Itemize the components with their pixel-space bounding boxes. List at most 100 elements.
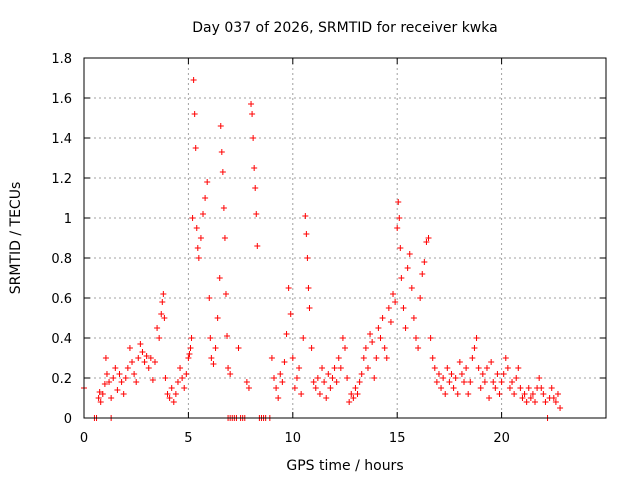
data-point [279, 379, 286, 385]
data-point [412, 335, 419, 341]
data-point [461, 379, 468, 385]
data-point [463, 365, 470, 371]
data-point [227, 371, 234, 377]
y-axis-label: SRMTID / TECUs [8, 182, 24, 295]
data-point [509, 379, 516, 385]
data-point [193, 225, 200, 231]
data-point [200, 211, 207, 217]
data-point [498, 379, 505, 385]
data-point [335, 355, 342, 361]
data-point [481, 379, 488, 385]
data-point [423, 239, 430, 245]
data-point [268, 355, 275, 361]
data-point [172, 391, 179, 397]
data-point [96, 389, 103, 395]
data-point [248, 101, 255, 107]
data-point [390, 291, 397, 297]
data-point [521, 391, 528, 397]
data-point [302, 213, 309, 219]
data-point [151, 359, 158, 365]
data-point [183, 371, 190, 377]
data-point [197, 235, 204, 241]
data-point [293, 375, 300, 381]
data-point [550, 395, 557, 401]
data-point [506, 385, 513, 391]
data-point [542, 399, 549, 405]
data-point [139, 349, 146, 355]
x-tick-label: 20 [493, 431, 510, 446]
data-point [431, 365, 438, 371]
data-point [350, 395, 357, 401]
data-point [149, 377, 156, 383]
data-point [379, 315, 386, 321]
data-point [408, 285, 415, 291]
data-point [557, 405, 564, 411]
data-point [207, 335, 214, 341]
data-point [308, 345, 315, 351]
data-point [179, 375, 186, 381]
data-point [129, 359, 136, 365]
y-tick-label: 0.6 [51, 292, 72, 307]
data-point [465, 391, 472, 397]
data-point [448, 371, 455, 377]
data-point [137, 341, 144, 347]
data-point [369, 339, 376, 345]
data-point [189, 215, 196, 221]
data-point [383, 355, 390, 361]
data-point [496, 391, 503, 397]
data-point [479, 371, 486, 377]
data-point [337, 365, 344, 371]
data-point [421, 259, 428, 265]
data-point [458, 371, 465, 377]
data-point [327, 385, 334, 391]
data-point [174, 379, 181, 385]
data-point [281, 359, 288, 365]
data-point [97, 399, 104, 405]
data-point [235, 345, 242, 351]
tick-layer: 0 0.2 0.4 0.6 0.8 1 1.2 1.4 1.6 1.8 0 5 10 15 20 [51, 52, 606, 446]
data-point [477, 385, 484, 391]
data-point [187, 345, 194, 351]
data-point [106, 379, 113, 385]
data-point [143, 353, 150, 359]
data-point [188, 335, 195, 341]
data-point [442, 391, 449, 397]
data-point [356, 379, 363, 385]
data-point [406, 251, 413, 257]
data-point [475, 365, 482, 371]
data-point [450, 385, 457, 391]
data-point [552, 399, 559, 405]
data-point [427, 335, 434, 341]
data-point [305, 285, 312, 291]
data-point [271, 375, 278, 381]
data-point [154, 325, 161, 331]
data-point [287, 311, 294, 317]
data-point [99, 391, 106, 397]
data-point [527, 395, 534, 401]
data-point [467, 379, 474, 385]
data-point [375, 325, 382, 331]
data-point [377, 335, 384, 341]
data-point [158, 311, 165, 317]
data-point [410, 315, 417, 321]
data-point [367, 331, 374, 337]
data-point [488, 359, 495, 365]
data-point [251, 165, 258, 171]
data-point [502, 355, 509, 361]
data-point [112, 365, 119, 371]
data-point [186, 351, 193, 357]
data-point [438, 385, 445, 391]
data-point [303, 231, 310, 237]
x-tick-label: 0 [80, 431, 88, 446]
data-point [103, 371, 110, 377]
data-point [452, 375, 459, 381]
data-point [540, 391, 547, 397]
data-point [513, 375, 520, 381]
data-point [219, 169, 226, 175]
data-point [161, 315, 168, 321]
data-point [131, 371, 138, 377]
y-tick-label: 1.2 [51, 172, 72, 187]
data-point [517, 385, 524, 391]
data-point [289, 355, 296, 361]
data-point [490, 379, 497, 385]
